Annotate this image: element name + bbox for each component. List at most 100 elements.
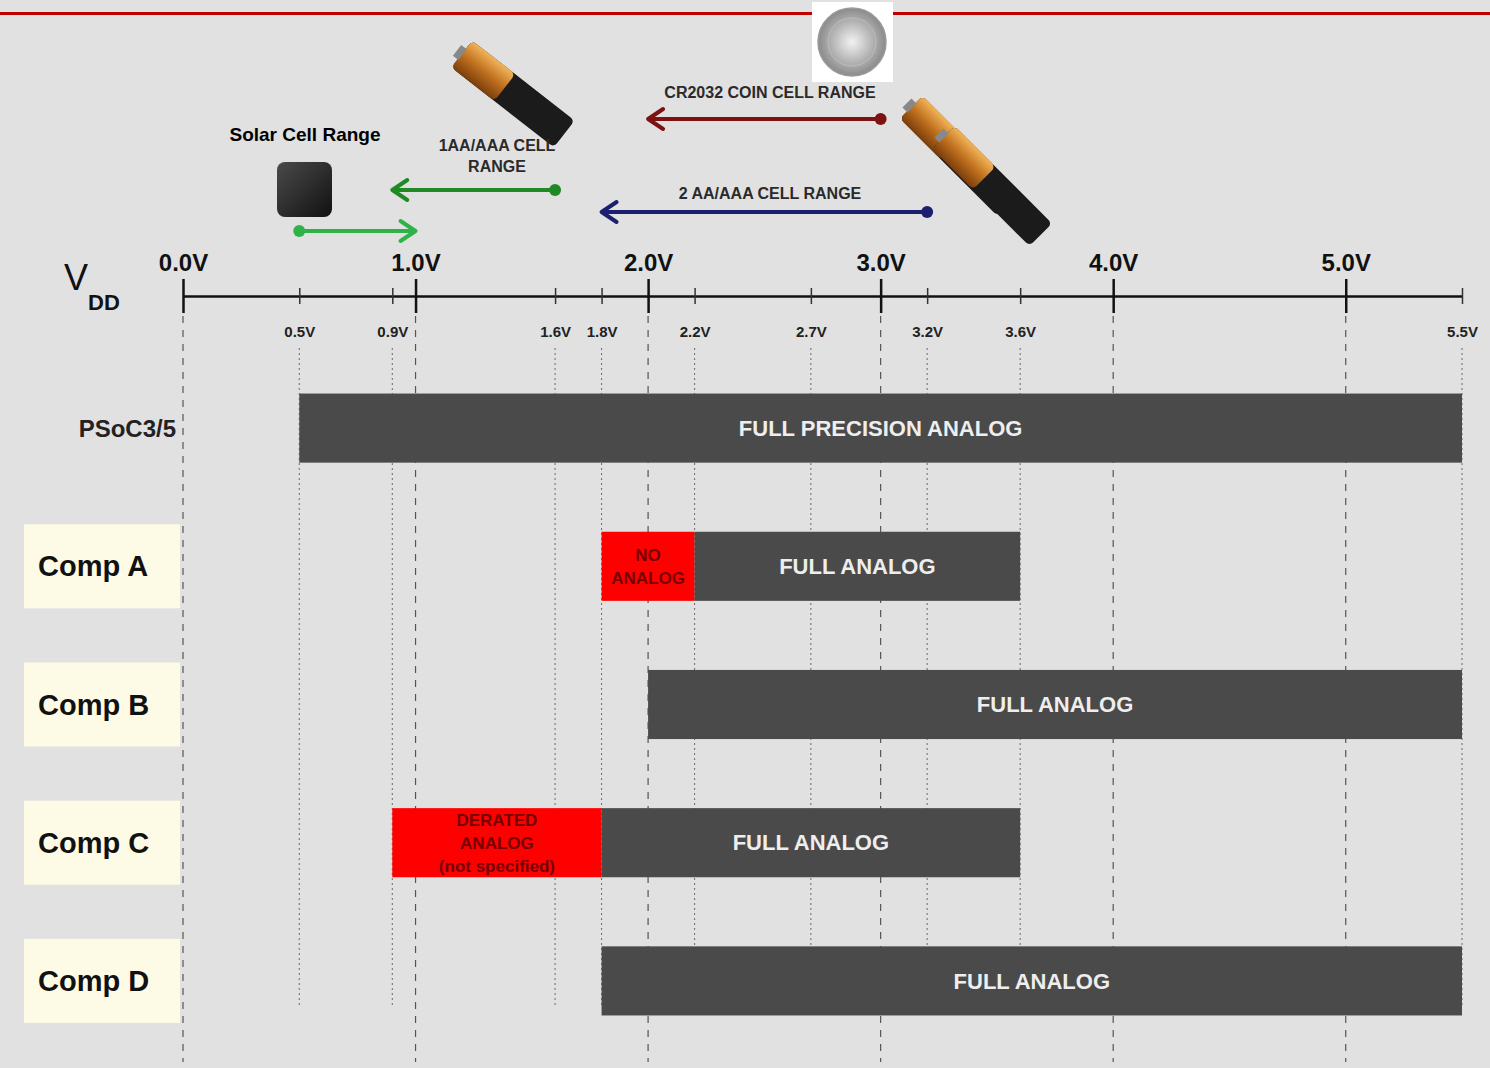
chart: 0.0V 1.0V 2.0V 3.0V 4.0V 5.0V 0.5V 0.9V 1.6V 1.8V… <box>0 0 1490 1068</box>
category-box <box>24 801 180 885</box>
battery-copper <box>451 41 515 101</box>
range-bar <box>648 670 1462 739</box>
bar-label: FULL ANALOG <box>733 830 889 855</box>
bar-label: FULL ANALOG <box>779 554 935 579</box>
coin-frame <box>812 2 893 82</box>
category-label: Comp B <box>38 689 149 721</box>
arrow-head <box>401 221 416 241</box>
bar-label: FULL PRECISION ANALOG <box>739 416 1023 441</box>
axis-line <box>184 295 1463 298</box>
range-label: RANGE <box>468 158 526 175</box>
category-box <box>24 524 180 608</box>
battery-icon <box>447 37 575 148</box>
tick: 1.0V <box>391 249 440 313</box>
tick-label: 5.0V <box>1322 249 1371 276</box>
range-label: 2 AA/AAA CELL RANGE <box>679 185 862 202</box>
tick-mark <box>555 288 557 304</box>
battery-copper <box>932 126 996 190</box>
tick: 1.6V <box>540 288 571 340</box>
tick-label: 0.5V <box>284 323 315 340</box>
range-arrow <box>650 117 881 121</box>
range-arrow <box>394 188 555 192</box>
tick-label: 0.9V <box>377 323 408 340</box>
tick-mark <box>1020 288 1022 304</box>
mark-labels: FULL PRECISION ANALOG NO ANALOG FULL ANALOG… <box>230 84 1134 994</box>
bar-label: DERATED <box>456 811 537 830</box>
tick: 2.0V <box>624 249 673 313</box>
category-box <box>24 939 180 1023</box>
tick-label: 2.7V <box>796 323 827 340</box>
bar-label: FULL ANALOG <box>954 969 1110 994</box>
category-label: Comp A <box>38 550 148 582</box>
tick-mark <box>392 288 394 304</box>
arrow-start <box>875 113 887 125</box>
tick: 0.5V <box>284 288 315 340</box>
battery-body <box>932 126 1052 246</box>
category-labels: PSoC3/5Comp AComp BComp CComp D <box>24 415 180 1023</box>
tick-mark <box>415 279 418 313</box>
arrow-start <box>921 206 933 218</box>
tick-mark <box>1345 279 1348 313</box>
tick: 5.0V <box>1322 249 1371 313</box>
tick-mark <box>182 279 185 313</box>
top-rule <box>0 12 1490 15</box>
tick-mark <box>811 288 813 304</box>
tick-mark <box>647 279 650 313</box>
tick: 0.9V <box>377 288 408 340</box>
tick-label: 1.8V <box>587 323 618 340</box>
bar-label: NO <box>635 546 661 565</box>
tick-label: 1.6V <box>540 323 571 340</box>
arrow-head <box>648 109 663 129</box>
battery-tip <box>934 128 948 142</box>
tick-mark <box>880 279 883 313</box>
range-bar <box>299 394 1462 463</box>
tick-label: 3.0V <box>856 249 905 276</box>
tick-mark <box>1112 279 1115 313</box>
tick-mark <box>927 288 929 304</box>
bar-label: FULL ANALOG <box>977 692 1133 717</box>
tick-mark <box>601 288 603 304</box>
x-axis: 0.0V 1.0V 2.0V 3.0V 4.0V 5.0V <box>159 249 1463 313</box>
arrow-start <box>293 225 305 237</box>
tick: 4.0V <box>1089 249 1138 313</box>
grid-line-major <box>182 316 183 1062</box>
tick: 2.7V <box>796 288 827 340</box>
range-bar <box>602 946 1462 1015</box>
range-bar <box>392 808 601 877</box>
bar-label: ANALOG <box>611 569 685 588</box>
range-label: 1AA/AAA CELL <box>439 137 556 154</box>
range-label: Solar Cell Range <box>230 124 381 145</box>
category-box <box>24 663 180 747</box>
tick: 3.0V <box>856 249 905 313</box>
range-label: CR2032 COIN CELL RANGE <box>664 84 876 101</box>
coin-cell <box>818 8 886 76</box>
tick: 5.5V <box>1447 288 1478 340</box>
tick: 1.8V <box>587 288 618 340</box>
bar-label: (not specified) <box>439 857 555 876</box>
background <box>0 0 1490 1068</box>
battery-tip <box>902 98 916 112</box>
tick-mark <box>299 288 301 304</box>
tick-mark <box>694 288 696 304</box>
x-axis-minor: 0.5V 0.9V 1.6V 1.8V 2.2V 2.7V 3.2V 3.6V 5.5V <box>284 288 1478 340</box>
axis-title: VDD <box>64 257 120 315</box>
tick-label: 5.5V <box>1447 323 1478 340</box>
decorations <box>277 2 1052 246</box>
coin-ring <box>828 18 876 66</box>
solar-icon <box>277 162 332 217</box>
range-bar <box>602 532 695 601</box>
category-label: Comp C <box>38 827 149 859</box>
battery-tip <box>453 45 467 60</box>
tick-label: 3.6V <box>1005 323 1036 340</box>
tick-label: 1.0V <box>391 249 440 276</box>
tick-label: 3.2V <box>912 323 943 340</box>
range-bar <box>695 532 1021 601</box>
tick-label: 0.0V <box>159 249 208 276</box>
range-arrow <box>299 229 413 233</box>
arrow-head <box>392 180 407 200</box>
tick-label: 4.0V <box>1089 249 1138 276</box>
category-label: PSoC3/5 <box>79 415 176 442</box>
tick: 3.2V <box>912 288 943 340</box>
tick-label: 2.2V <box>680 323 711 340</box>
tick: 0.0V <box>159 249 208 313</box>
